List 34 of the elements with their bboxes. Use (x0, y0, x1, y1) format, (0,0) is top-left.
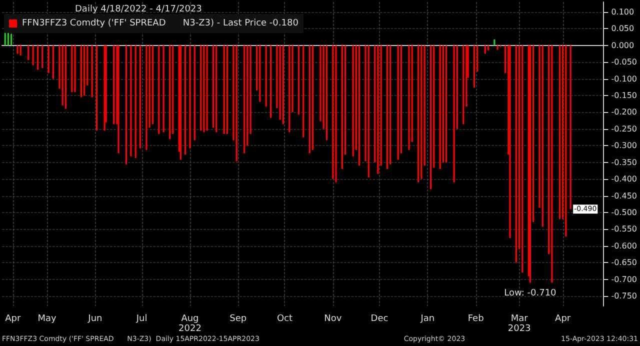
legend-label: FFN3FFZ3 Comdty ('FF' SPREAD N3-Z3) - Last Price -0.180 (22, 18, 299, 28)
x-tick-label: Apr (5, 314, 21, 324)
x-tick-label: Jul (135, 314, 148, 324)
y-tick-label: -0.050 (611, 58, 638, 67)
x-tick-label: May (38, 314, 58, 324)
y-tick-label: -0.350 (611, 158, 638, 167)
x-tick-label: Dec (370, 314, 388, 324)
x-tick-label: Sep (230, 314, 247, 324)
x-tick-label: Aug 2022 (178, 314, 202, 334)
y-tick-label: -0.700 (611, 274, 638, 284)
y-tick-label: -0.500 (611, 208, 638, 217)
y-tick-label: -0.650 (611, 258, 638, 268)
y-tick-label: -0.300 (611, 141, 638, 150)
x-tick-label: Apr (555, 314, 571, 324)
x-tick-label: Jan (420, 314, 435, 324)
x-tick-label: Jun (87, 314, 102, 324)
y-tick-label: -0.600 (611, 241, 638, 250)
y-tick-label: -0.550 (611, 224, 638, 234)
y-tick-label: -0.450 (611, 191, 638, 200)
y-tick-label: 0.050 (611, 24, 634, 34)
y-tick-label: -0.100 (611, 74, 638, 84)
x-tick-label: Oct (276, 314, 293, 324)
y-tick-label: -0.200 (611, 108, 638, 117)
x-tick-label: Mar 2023 (508, 314, 531, 334)
y-tick-label: 0.000 (611, 40, 634, 50)
annotation: Low: -0.710 (504, 288, 557, 299)
y-tick-label: 0.100 (611, 8, 634, 17)
x-tick-label: Nov (324, 314, 342, 324)
y-tick-label: -0.250 (611, 124, 638, 134)
y-tick-label: -0.750 (611, 291, 638, 300)
x-tick-label: Feb (468, 314, 484, 324)
chart-title: Daily 4/18/2022 - 4/17/2023 (75, 4, 202, 14)
y-tick-label: -0.150 (611, 91, 638, 100)
y-tick-label: -0.400 (611, 174, 638, 184)
